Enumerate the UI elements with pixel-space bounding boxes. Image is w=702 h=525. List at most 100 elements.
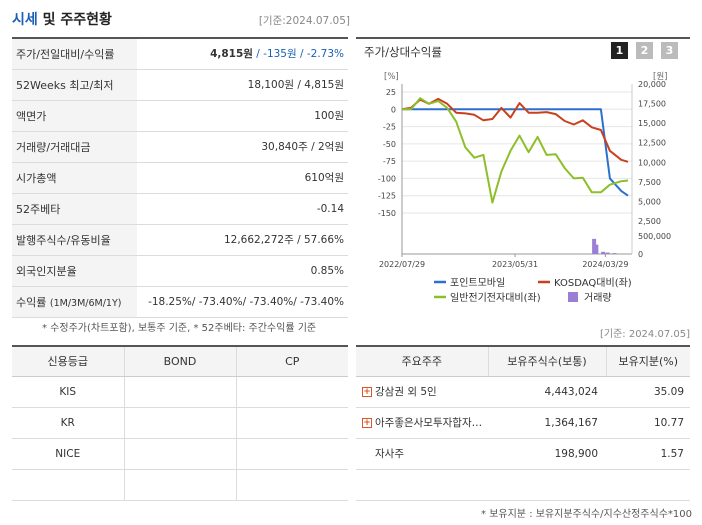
table-row: KR (12, 407, 348, 439)
credit-agency: KIS (12, 376, 125, 408)
row-market-cap: 시가총액 610억원 (12, 162, 348, 194)
section-title: 시세 및 주주현황 (12, 9, 112, 29)
series-line-0 (402, 108, 629, 197)
holder-pct: 35.09 (606, 376, 690, 408)
row-volume: 거래량/거래대금 30,840주 / 2억원 (12, 131, 348, 163)
volume-bar (594, 244, 599, 254)
x-tick-label: 2022/07/29 (379, 260, 425, 269)
credit-cp (236, 407, 348, 439)
y-left-tick-label: 0 (391, 105, 396, 114)
y-right-tick-label: 7,500 (638, 178, 661, 187)
chart-title: 주가/상대수익률 (364, 45, 442, 59)
reference-date-holders: [기준: 2024.07.05] (599, 329, 690, 340)
y-left-tick-label: -125 (378, 192, 396, 201)
chart-panel (356, 37, 690, 311)
holder-shares (488, 469, 606, 501)
holder-shares: 198,900 (488, 438, 606, 470)
label-par-value: 액면가 (12, 100, 137, 132)
credit-bond (124, 407, 237, 439)
expand-plus-icon[interactable]: + (362, 387, 372, 397)
current-price: 4,815원 (210, 48, 253, 61)
row-52w: 52Weeks 최고/최저 18,100원 / 4,815원 (12, 69, 348, 101)
y-right-tick-label: 10,000 (638, 158, 666, 167)
value-market-cap: 610억원 (137, 162, 348, 194)
chart-page-3-button[interactable]: 3 (661, 42, 678, 59)
footnote-quote: * 수정주가(차트포함), 보통주 기준, * 52주베타: 주간수익률 기준 (42, 323, 317, 334)
y-left-tick-label: -75 (383, 157, 396, 166)
row-return: 수익률 (1M/3M/6M/1Y) -18.25%/ -73.40%/ -73.… (12, 286, 348, 318)
expand-plus-icon[interactable]: + (362, 418, 372, 428)
volume-tick-label: 0 (638, 250, 643, 259)
series-line-1 (401, 97, 629, 163)
reference-date: [기준:2024.07.05] (258, 15, 350, 27)
credit-header-cp: CP (236, 346, 348, 377)
y-left-tick-label: -100 (378, 174, 396, 183)
section-title-accent: 시세 (12, 12, 38, 28)
holders-header-pct: 보유지분(%) (606, 346, 690, 377)
value-beta: -0.14 (137, 193, 348, 225)
holder-name[interactable]: 아주좋은사모투자합자… (375, 417, 483, 429)
value-return: -18.25%/ -73.40%/ -73.40%/ -73.40% (137, 286, 348, 318)
holders-header-shares: 보유주식수(보통) (488, 346, 607, 377)
volume-tick-label: 500,000 (638, 232, 671, 241)
left-axis-unit: [%] (384, 72, 399, 82)
credit-header-rating: 신용등급 (12, 346, 125, 377)
chart-page-1-button[interactable]: 1 (611, 42, 628, 59)
row-beta: 52주베타 -0.14 (12, 193, 348, 225)
credit-agency (12, 469, 125, 501)
label-foreign: 외국인지분율 (12, 255, 137, 287)
volume-bar (612, 253, 617, 254)
legend-label: 거래량 (584, 292, 612, 304)
credit-agency: NICE (12, 438, 125, 470)
x-tick-label: 2023/05/31 (492, 260, 538, 269)
holder-pct (606, 469, 690, 501)
credit-rating-table: 신용등급 BOND CP KIS KR NICE (12, 345, 348, 501)
holder-name-cell[interactable]: + 아주좋은사모투자합자… (356, 407, 488, 439)
label-beta: 52주베타 (12, 193, 137, 225)
table-row: 자사주 198,900 1.57 (356, 438, 690, 470)
y-right-tick-label: 20,000 (638, 80, 666, 89)
table-row: + 강삼권 외 5인 4,443,024 35.09 (356, 376, 690, 408)
credit-header-bond: BOND (124, 346, 237, 377)
holder-shares: 1,364,167 (488, 407, 606, 439)
series-line-2 (402, 97, 629, 204)
footnote-holders: * 보유지분 : 보유지분주식수/지수산정주식수*100 (481, 509, 692, 520)
holder-name (356, 469, 488, 501)
holder-name-cell[interactable]: + 강삼권 외 5인 (356, 376, 488, 408)
row-par-value: 액면가 100원 (12, 100, 348, 132)
holders-header-row: 주요주주 보유주식수(보통) 보유지분(%) (356, 346, 690, 377)
value-par-value: 100원 (137, 100, 348, 132)
volume-bar (605, 252, 610, 254)
y-left-tick-label: -150 (378, 209, 396, 218)
y-left-tick-label: -50 (383, 140, 396, 149)
value-foreign: 0.85% (137, 255, 348, 287)
holder-pct: 10.77 (606, 407, 690, 439)
stock-chart: [%] [원] 25 0 -25 -50 -75 -100 -125 -150 20,000 17,5… (378, 72, 671, 304)
credit-bond (124, 376, 237, 408)
major-shareholders-table: 주요주주 보유주식수(보통) 보유지분(%) + 강삼권 외 5인 4,443,0… (356, 345, 690, 501)
row-price: 주가/전일대비/수익률 4,815원 / -135원 / -2.73% (12, 38, 348, 70)
legend-swatch (568, 292, 578, 302)
table-row: + 아주좋은사모투자합자… 1,364,167 10.77 (356, 407, 690, 439)
y-left-tick-label: 25 (386, 88, 396, 97)
table-row (12, 469, 348, 501)
credit-cp (236, 376, 348, 408)
holder-name[interactable]: 강삼권 외 5인 (375, 386, 437, 398)
row-shares: 발행주식수/유동비율 12,662,272주 / 57.66% (12, 224, 348, 256)
row-foreign: 외국인지분율 0.85% (12, 255, 348, 287)
label-52w: 52Weeks 최고/최저 (12, 69, 137, 101)
holder-shares: 4,443,024 (488, 376, 606, 408)
value-volume: 30,840주 / 2억원 (137, 131, 348, 163)
right-axis-unit: [원] (653, 72, 667, 82)
legend-label: 일반전기전자대비(좌) (450, 292, 541, 304)
chart-page-2-button[interactable]: 2 (636, 42, 653, 59)
legend-label: KOSDAQ대비(좌) (554, 277, 632, 289)
y-left-tick-label: -25 (383, 123, 396, 132)
credit-cp (236, 469, 348, 501)
volume-bar (601, 251, 606, 254)
y-right-tick-label: 12,500 (638, 139, 666, 148)
price-change: / -135원 / -2.73% (252, 48, 344, 61)
value-shares: 12,662,272주 / 57.66% (137, 224, 348, 256)
y-right-tick-label: 15,000 (638, 119, 666, 128)
label-market-cap: 시가총액 (12, 162, 137, 194)
